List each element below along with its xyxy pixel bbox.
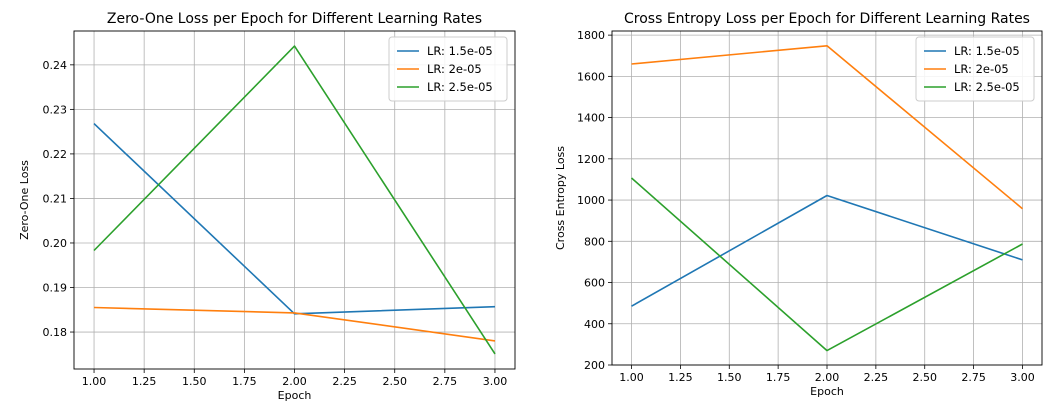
legend: LR: 1.5e-05 LR: 2e-05 LR: 2.5e-05 — [388, 36, 508, 102]
y-tick-label: 1000 — [577, 194, 605, 207]
x-tick-label: 2.00 — [282, 375, 307, 388]
x-tick-label: 2.25 — [332, 375, 357, 388]
x-tick-label: 2.75 — [961, 371, 986, 384]
legend-entry: LR: 1.5e-05 — [427, 44, 493, 58]
y-tick-label: 800 — [584, 235, 605, 248]
series-line-2 — [93, 306, 496, 342]
chart-title: Zero-One Loss per Epoch for Different Le… — [107, 11, 482, 27]
x-tick-label: 1.25 — [668, 371, 693, 384]
legend-entry: LR: 2.5e-05 — [954, 80, 1020, 94]
legend-box — [915, 36, 1035, 102]
chart-2: 1.00 1.25 1.50 1.75 2.00 2.25 2.50 2.75 3.00 200 4… — [554, 11, 1043, 398]
y-tick-label: 1600 — [577, 70, 605, 83]
chart-1: 1.00 1.25 1.50 1.75 2.00 2.25 2.50 2.75 3.00 0.18… — [18, 11, 516, 402]
series-line-2 — [631, 44, 1024, 210]
chart-title: Cross Entropy Loss per Epoch for Differe… — [624, 11, 1030, 27]
y-axis-label: Zero-One Loss — [18, 160, 31, 240]
y-tick-label: 0.20 — [43, 237, 68, 250]
series-line-1 — [93, 123, 496, 315]
y-tick-label: 600 — [584, 277, 605, 290]
y-tick-label: 1400 — [577, 112, 605, 125]
y-tick-label: 0.21 — [43, 192, 68, 205]
y-tick-label: 1800 — [577, 29, 605, 42]
legend-entry: LR: 2e-05 — [954, 62, 1009, 76]
y-tick-label: 0.19 — [43, 282, 68, 295]
x-tick-label: 1.00 — [619, 371, 644, 384]
plot-frame — [73, 30, 516, 370]
x-tick-label: 2.00 — [815, 371, 840, 384]
x-axis-label: Epoch — [278, 389, 312, 402]
y-tick-label: 1200 — [577, 153, 605, 166]
series-line-1 — [631, 194, 1023, 307]
y-tick-label: 0.22 — [43, 148, 68, 161]
x-tick-label: 1.00 — [82, 375, 107, 388]
y-tick-label: 0.23 — [43, 103, 68, 116]
x-tick-label: 1.75 — [232, 375, 257, 388]
x-tick-label: 2.25 — [864, 371, 889, 384]
x-tick-label: 3.00 — [1010, 371, 1035, 384]
y-tick-label: 0.18 — [43, 326, 68, 339]
x-tick-label: 2.75 — [433, 375, 458, 388]
x-tick-label: 2.50 — [912, 371, 937, 384]
x-tick-label: 1.25 — [132, 375, 157, 388]
y-tick-label: 400 — [584, 318, 605, 331]
y-tick-label: 200 — [584, 359, 605, 372]
x-axis-label: Epoch — [810, 385, 844, 398]
legend: LR: 1.5e-05 LR: 2e-05 LR: 2.5e-05 — [915, 36, 1035, 102]
x-tick-label: 2.50 — [382, 375, 407, 388]
series-line-3 — [630, 177, 1023, 352]
legend-box — [388, 36, 508, 102]
x-tick-label: 1.50 — [717, 371, 742, 384]
x-tick-label: 1.75 — [766, 371, 791, 384]
x-tick-label: 1.50 — [182, 375, 207, 388]
y-axis-label: Cross Entropy Loss — [554, 146, 567, 250]
x-tick-label: 3.00 — [483, 375, 508, 388]
plot-frame — [611, 30, 1043, 366]
series-line-3 — [93, 45, 496, 355]
legend-entry: LR: 2.5e-05 — [427, 80, 493, 94]
y-tick-label: 0.24 — [43, 59, 68, 72]
legend-entry: LR: 1.5e-05 — [954, 44, 1020, 58]
legend-entry: LR: 2e-05 — [427, 62, 482, 76]
